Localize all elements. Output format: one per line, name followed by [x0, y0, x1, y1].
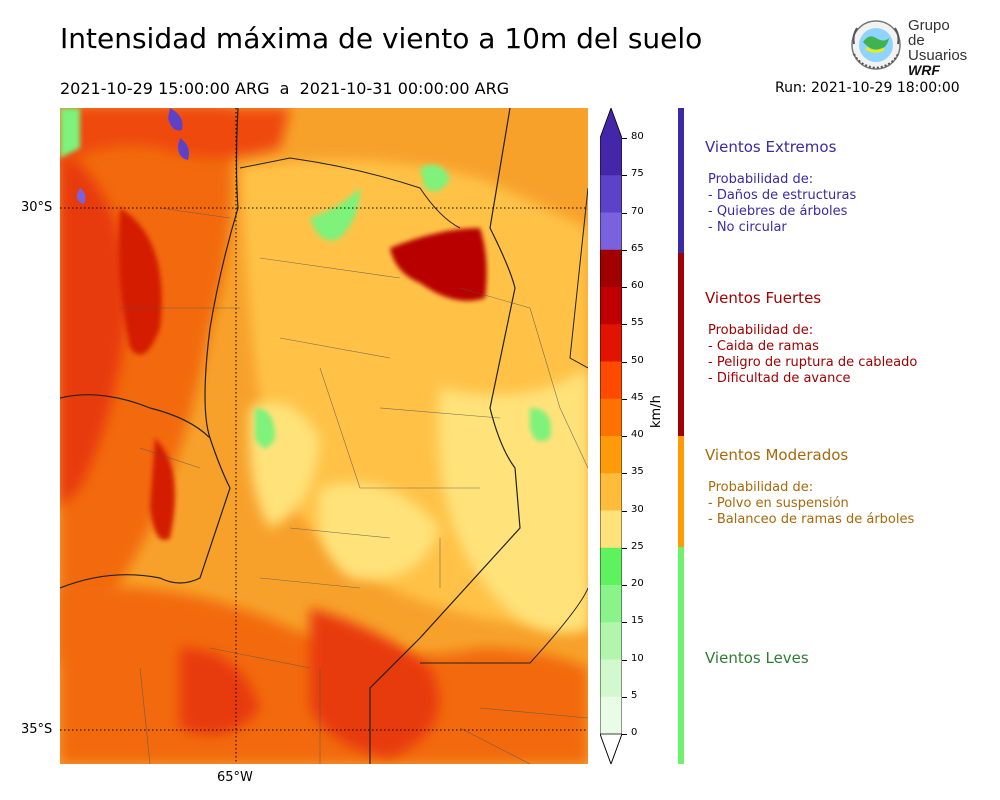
colorbar-tick [622, 659, 627, 661]
colorbar-tick-label: 55 [631, 317, 644, 329]
logo-text: Grupo de Usuarios WRF [908, 18, 968, 78]
colorbar-tick [622, 473, 627, 475]
category-body: Probabilidad de: - Caida de ramas - Peli… [708, 323, 917, 387]
category-bar-fuertes [678, 253, 684, 436]
category-line: - Balanceo de ramas de árboles [708, 512, 915, 527]
colorbar-tick [622, 622, 627, 624]
category-line: - Daños de estructuras [708, 188, 857, 203]
colorbar-segment [600, 659, 622, 698]
grupo-usuarios-wrf-logo: Grupo de Usuarios WRF [848, 18, 968, 78]
colorbar-tick-label: 70 [631, 205, 644, 217]
category-line: - Quiebres de árboles [708, 204, 848, 219]
category-body: Probabilidad de: - Polvo en suspensión -… [708, 480, 914, 528]
category-title: Vientos Moderados [705, 446, 849, 464]
category-line: - Dificultad de avance [708, 371, 851, 386]
colorbar-segment [600, 585, 622, 623]
category-bar-extremos [678, 108, 684, 253]
colorbar-tick-label: 80 [631, 131, 644, 142]
colorbar-tick-label: 20 [631, 578, 644, 589]
colorbar-segment [600, 510, 622, 549]
category-title: Vientos Extremos [705, 138, 837, 156]
colorbar-segment [600, 398, 622, 437]
colorbar-tick-label: 40 [631, 429, 644, 440]
colorbar-tick-label: 15 [631, 615, 644, 627]
colorbar-segment [600, 212, 622, 251]
colorbar-extend-bottom [600, 733, 622, 764]
colorbar-tick [622, 324, 627, 326]
lat-label-30s: 30°S [21, 200, 53, 215]
colorbar-svg [600, 108, 622, 764]
category-heading: Probabilidad de: [708, 323, 814, 338]
colorbar-tick-label: 60 [631, 280, 644, 291]
category-title: Vientos Fuertes [705, 289, 822, 307]
colorbar-tick-label: 0 [631, 727, 638, 738]
colorbar-segment [600, 547, 622, 586]
colorbar-tick-label: 30 [631, 503, 644, 515]
colorbar-tick [622, 249, 627, 251]
category-bar-leves [678, 547, 684, 764]
period-label: 2021-10-29 15:00:00 ARG a 2021-10-31 00:… [60, 79, 510, 98]
colorbar-tick-label: 75 [631, 168, 644, 180]
category-heading: Probabilidad de: [708, 172, 814, 187]
colorbar-tick [622, 547, 627, 549]
chart-title: Intensidad máxima de viento a 10m del su… [60, 22, 703, 55]
category-title: Vientos Leves [705, 649, 809, 667]
colorbar-tick [622, 212, 627, 214]
colorbar-tick [622, 175, 627, 177]
colorbar-tick-label: 25 [631, 540, 644, 552]
category-line: - Peligro de ruptura de cableado [708, 355, 918, 370]
colorbar-unit: km/h [649, 395, 664, 428]
logo-line-1: Grupo de [908, 17, 950, 49]
colorbar-tick-label: 45 [631, 391, 644, 403]
logo-line-2: Usuarios [908, 47, 968, 64]
globe-icon [851, 20, 901, 70]
colorbar-tick [622, 138, 627, 139]
colorbar-segment [600, 696, 622, 735]
category-line: - Caida de ramas [708, 339, 819, 354]
colorbar-tick [622, 287, 627, 288]
colorbar-segment [600, 361, 622, 400]
colorbar-segment [600, 175, 622, 213]
colorbar-tick-label: 50 [631, 354, 644, 366]
category-heading: Probabilidad de: [708, 480, 814, 495]
run-label: Run: 2021-10-29 18:00:00 [775, 80, 960, 96]
colorbar-extend-top [600, 108, 622, 138]
colorbar-tick [622, 361, 627, 363]
colorbar-segment [600, 138, 622, 176]
wind-map [60, 108, 588, 764]
colorbar-segment [600, 324, 622, 362]
colorbar-tick [622, 696, 627, 698]
colorbar-tick-label: 35 [631, 466, 644, 478]
colorbar-segment [600, 436, 622, 474]
colorbar-tick-label: 65 [631, 242, 644, 254]
colorbar-segment [600, 249, 622, 288]
colorbar-segment [600, 287, 622, 325]
category-bar-moderados [678, 436, 684, 547]
colorbar-segment [600, 622, 622, 660]
colorbar-tick [622, 436, 627, 437]
colorbar-tick [622, 398, 627, 400]
colorbar-tick [622, 734, 627, 735]
category-line: - Polvo en suspensión [708, 496, 849, 511]
category-line: - No circular [708, 220, 787, 235]
wind-field-svg [60, 108, 588, 764]
colorbar-tick-label: 10 [631, 652, 644, 664]
colorbar-tick-label: 5 [631, 689, 638, 701]
lat-label-35s: 35°S [21, 722, 53, 737]
colorbar-tick [622, 585, 627, 586]
category-body: Probabilidad de: - Daños de estructuras … [708, 172, 856, 236]
logo-line-3: WRF [908, 62, 940, 78]
lon-label-65w: 65°W [217, 770, 253, 785]
colorbar-segment [600, 473, 622, 511]
colorbar-tick [622, 510, 627, 512]
